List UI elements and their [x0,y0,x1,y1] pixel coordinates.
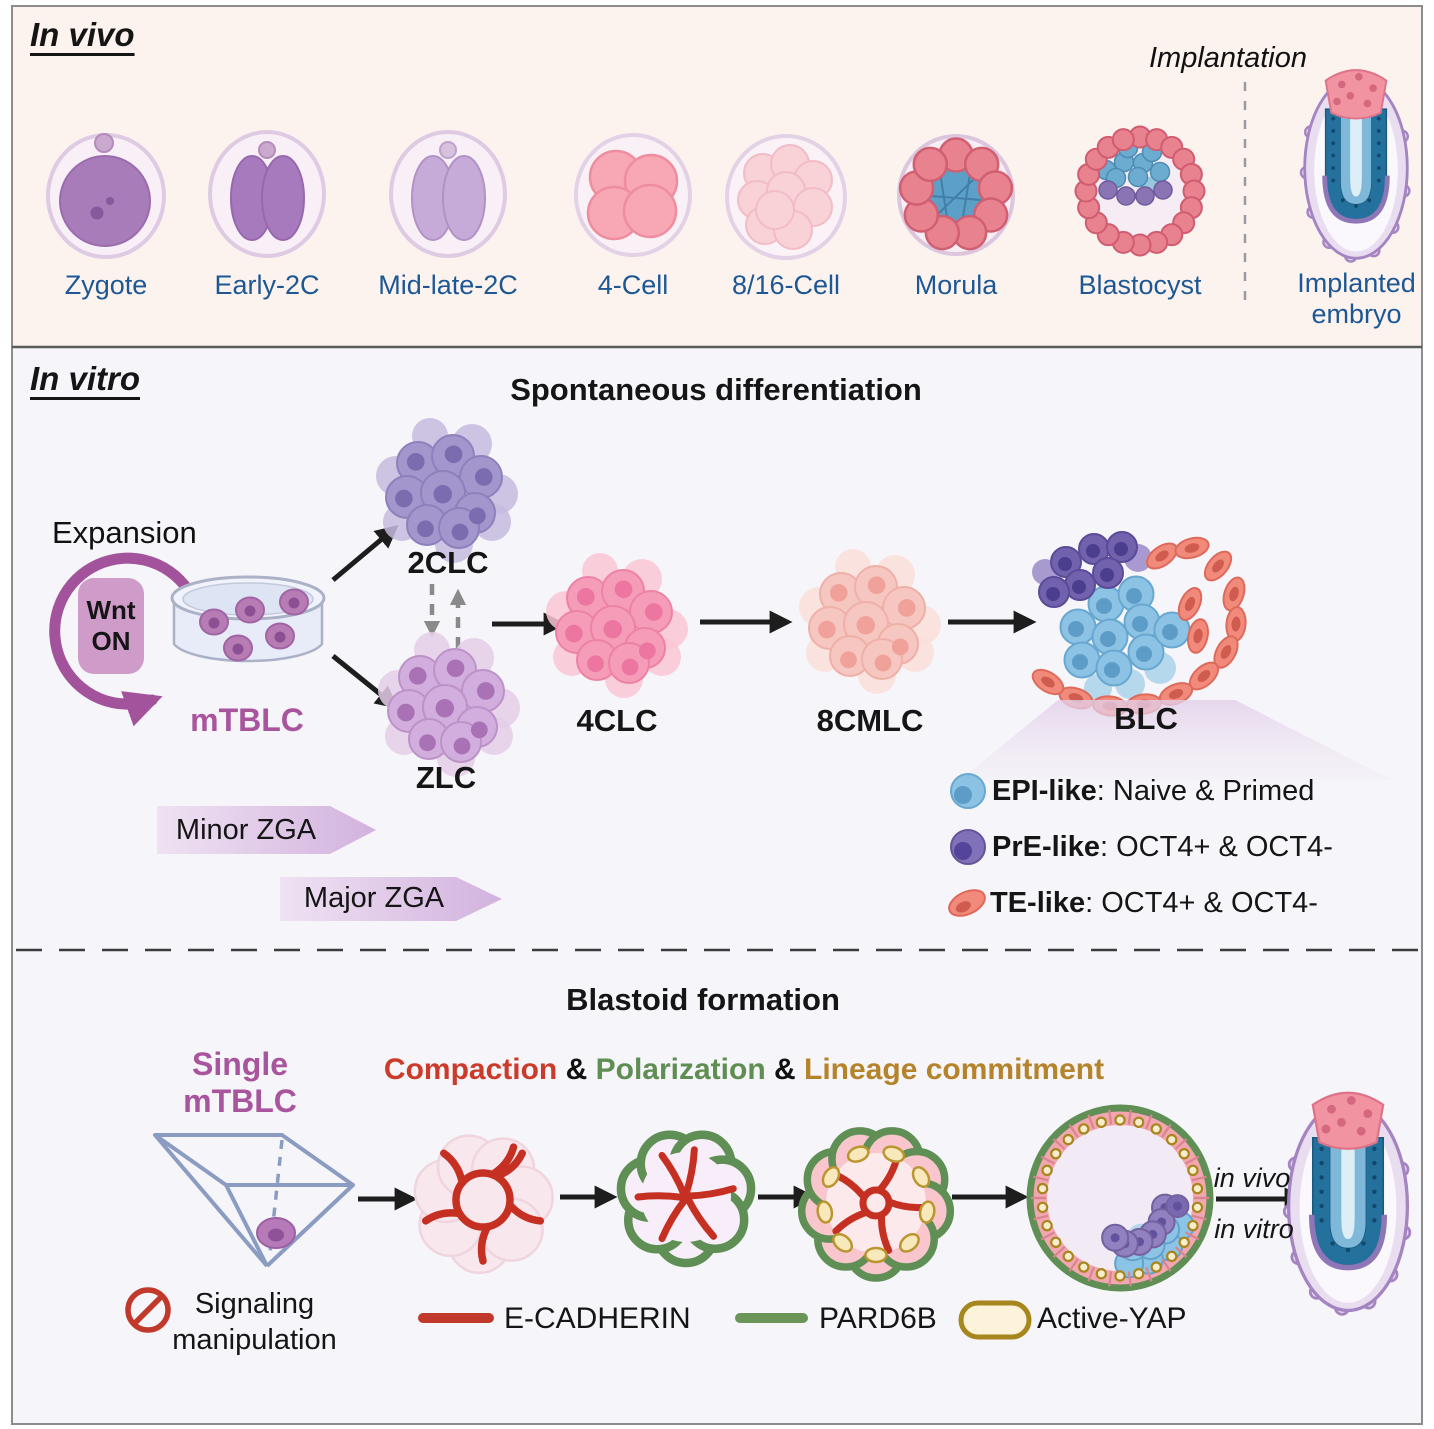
legend-epi-desc: : Naive & Primed [1096,775,1315,807]
blc-cluster [1031,531,1247,717]
2clc-cluster [376,418,518,563]
blc-label: BLC [1114,701,1178,736]
single-mtblc-label: Single mTBLC [140,1046,340,1120]
polarization-label: Polarization [595,1053,766,1086]
signaling-line1: Signaling [194,1288,315,1320]
legend-pre-desc: : OCT4+ & OCT4- [1100,831,1333,863]
te-like-icon [948,889,986,917]
4clc-label: 4CLC [576,703,658,738]
4-cell-drawing [574,133,692,257]
figure-border [11,5,1423,1425]
legend-te-desc: : OCT4+ & OCT4- [1085,887,1318,919]
stage-label-implanted-embryo: Implanted embryo [1297,268,1416,330]
stage-label-4-cell: 4-Cell [597,270,669,300]
in-vivo-title: In vivo [30,16,135,53]
process-heading: Compaction & Polarization & Lineage comm… [384,1053,1104,1088]
legend-epi-like: EPI-like: Naive & Primed [992,775,1314,808]
lineage-commitment-label: Lineage commitment [804,1053,1105,1086]
stage-label-mid-late-2c: Mid-late-2C [378,270,518,300]
zlc-label: ZLC [415,760,477,795]
zygote-drawing [46,133,166,259]
wnt-on-line1: Wnt [86,594,136,625]
wnt-on-badge: Wnt ON [78,578,144,674]
pard6b-label: PARD6B [819,1302,937,1335]
legend-te-term: TE-like [990,887,1086,919]
blastoid-stage [1026,1104,1214,1292]
8cmlc-cluster [799,549,941,694]
active-yap-pill-icon [958,1300,1032,1340]
in-vivo-small-label: in vivo [1213,1163,1291,1193]
expansion-label: Expansion [52,515,197,550]
stage-label-8-16-cell: 8/16-Cell [731,270,841,300]
mtblc-label: mTBLC [190,702,304,738]
spontaneous-differentiation-heading: Spontaneous differentiation [510,372,922,407]
wnt-on-line2: ON [91,626,131,656]
signaling-prohibition-icon [125,1287,171,1333]
2clc-zlc-interconversion-arrows [423,584,467,648]
ecadherin-line-icon [418,1313,494,1323]
8cmlc-label: 8CMLC [816,703,924,738]
major-zga-banner [280,877,502,921]
legend-pre-term: PrE-like [992,831,1100,863]
compaction-label: Compaction [383,1053,558,1086]
active-yap-label: Active-YAP [1037,1302,1187,1335]
ecadherin-label: E-CADHERIN [504,1302,691,1335]
signaling-line2: manipulation [172,1324,337,1357]
lineage-stage [797,1127,955,1282]
early-2c-drawing [208,130,326,258]
8-16-cell-drawing [725,134,847,260]
single-cell-in-well [256,1217,296,1249]
legend-te-like: TE-like: OCT4+ & OCT4- [990,887,1318,920]
compaction-stage [413,1134,554,1275]
legend-pre-like: PrE-like: OCT4+ & OCT4- [992,831,1333,864]
amp2: & [774,1053,796,1086]
2clc-label: 2CLC [407,545,489,580]
zlc-cluster [378,632,520,777]
pard6b-line-icon [735,1313,808,1323]
single-mtblc-line2: mTBLC [183,1082,297,1119]
blastocyst-drawing [1074,125,1206,257]
signaling-manipulation-label: Signaling manipulation [147,1286,362,1359]
morula-drawing [897,134,1015,256]
expansion-cycle-arrow [49,552,194,727]
blastoid-formation-heading: Blastoid formation [566,982,840,1017]
stage-label-morula: Morula [914,270,998,300]
petri-dish [170,575,326,663]
legend-epi-term: EPI-like [992,775,1097,807]
in-vitro-title: In vitro [30,360,141,397]
amp1: & [565,1053,588,1086]
implantation-label: Implantation [1149,42,1307,74]
microwell-pyramid [153,1133,355,1268]
epi-like-icon [950,773,986,809]
mid-late-2c-drawing [389,130,507,258]
blc-spotlight-shape [960,700,1392,780]
minor-zga-label: Minor ZGA [175,814,317,846]
in-vitro-small-label: in vitro [1214,1214,1294,1244]
stage-label-blastocyst: Blastocyst [1078,270,1202,300]
polarization-stage [616,1130,756,1268]
stage-label-early-2c: Early-2C [214,270,320,300]
single-mtblc-line1: Single [191,1046,288,1082]
stage-label-zygote: Zygote [64,270,148,300]
major-zga-label: Major ZGA [303,882,445,914]
pre-like-icon [950,829,986,865]
minor-zga-banner [157,806,376,854]
4clc-cluster [546,553,688,698]
